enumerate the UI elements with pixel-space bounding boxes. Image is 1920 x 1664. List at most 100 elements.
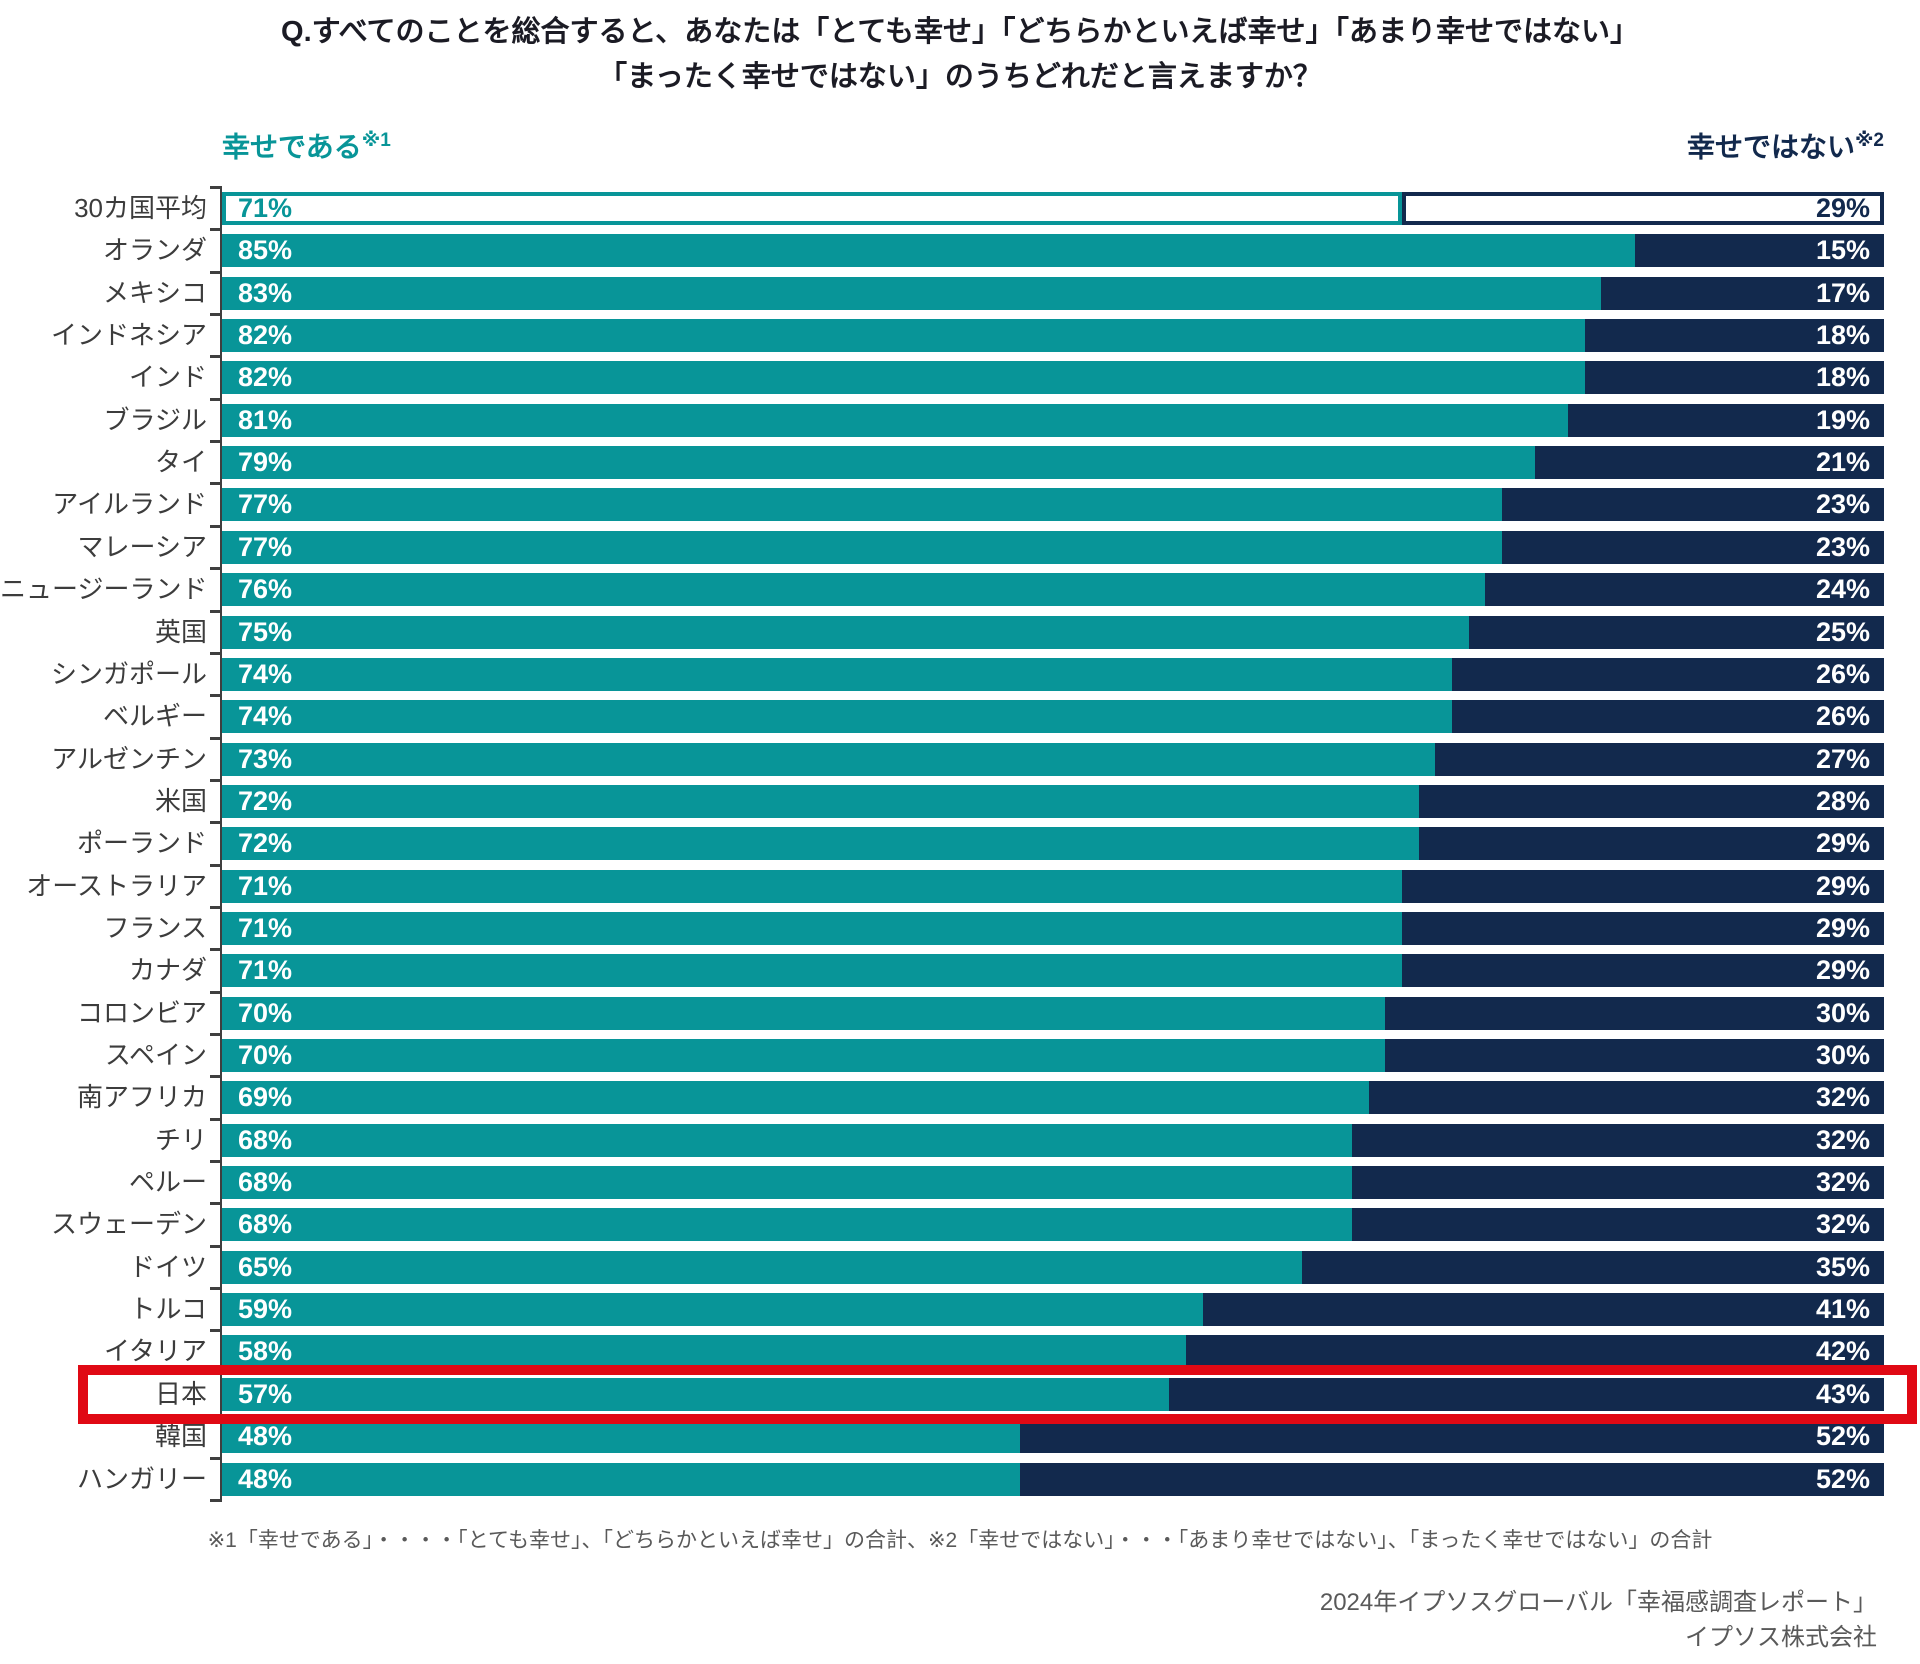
country-label: フランス [103, 913, 207, 943]
country-label: 米国 [154, 786, 207, 816]
unhappy-value-label: 23% [1815, 489, 1870, 519]
happy-value-label: 79% [238, 447, 293, 477]
unhappy-bar-segment: 27% [1435, 743, 1884, 776]
unhappy-bar-segment: 29% [1402, 912, 1884, 945]
country-label: アイルランド [52, 489, 207, 519]
happy-value-label: 65% [238, 1252, 293, 1282]
happy-value-label: 57% [238, 1379, 293, 1409]
happy-bar-segment: 83% [222, 277, 1601, 310]
axis-tick [210, 948, 222, 951]
unhappy-value-label: 30% [1815, 998, 1870, 1028]
happy-bar-segment: 85% [222, 234, 1635, 267]
source-credit: 2024年イプソスグローバル「幸福感調査レポート」 イプソス株式会社 [1320, 1586, 1877, 1656]
happy-bar-segment: 71% [222, 954, 1402, 987]
happy-value-label: 68% [238, 1209, 293, 1239]
happy-bar-segment: 74% [222, 700, 1452, 733]
country-label: ブラジル [103, 405, 207, 435]
country-label: アルゼンチン [51, 744, 207, 774]
unhappy-value-label: 29% [1815, 828, 1870, 858]
unhappy-bar-segment: 23% [1502, 488, 1884, 521]
country-label: 日本 [154, 1379, 207, 1409]
country-label: チリ [154, 1125, 207, 1155]
happy-value-label: 72% [238, 786, 293, 816]
country-label: ベルギー [102, 701, 207, 731]
happy-bar-segment: 82% [222, 361, 1585, 394]
country-label: コロンビア [76, 998, 207, 1028]
axis-tick [210, 991, 222, 994]
unhappy-bar-segment: 35% [1302, 1251, 1884, 1284]
happy-bar-segment: 73% [222, 743, 1435, 776]
unhappy-value-label: 32% [1815, 1082, 1870, 1112]
unhappy-value-label: 30% [1815, 1040, 1870, 1070]
happy-value-label: 82% [238, 362, 293, 392]
unhappy-value-label: 24% [1815, 574, 1870, 604]
legend-happy-label: 幸せである※1 [222, 130, 391, 164]
axis-tick [210, 1287, 222, 1290]
happy-bar-segment: 75% [222, 616, 1469, 649]
axis-tick [210, 1202, 222, 1205]
country-label: スペイン [104, 1040, 207, 1070]
unhappy-bar-segment: 19% [1568, 404, 1884, 437]
country-label: イタリア [104, 1336, 207, 1366]
source-line1: 2024年イプソスグローバル「幸福感調査レポート」 [1319, 1589, 1877, 1616]
country-label: カナダ [128, 955, 207, 985]
unhappy-value-label: 23% [1815, 532, 1870, 562]
happy-bar-segment: 68% [222, 1124, 1352, 1157]
axis-tick [210, 737, 222, 740]
unhappy-value-label: 29% [1815, 193, 1870, 223]
unhappy-value-label: 42% [1815, 1336, 1870, 1366]
happy-bar-segment: 71% [222, 870, 1402, 903]
happy-value-label: 71% [238, 955, 293, 985]
happy-bar-segment: 68% [222, 1166, 1352, 1199]
axis-tick [210, 694, 222, 697]
country-label: トルコ [129, 1294, 207, 1324]
happy-value-label: 73% [238, 744, 293, 774]
country-label: タイ [154, 447, 207, 477]
axis-tick [210, 779, 222, 782]
source-line2: イプソス株式会社 [1685, 1623, 1877, 1651]
happy-value-label: 48% [238, 1421, 293, 1451]
happy-value-label: 85% [238, 235, 293, 265]
axis-tick [210, 1457, 222, 1460]
unhappy-value-label: 25% [1815, 617, 1870, 647]
axis-tick [210, 525, 222, 528]
axis-tick [210, 271, 222, 274]
happy-bar-segment: 77% [222, 488, 1502, 521]
axis-tick [210, 906, 222, 909]
unhappy-bar-segment: 26% [1452, 658, 1884, 691]
unhappy-value-label: 28% [1815, 786, 1870, 816]
happy-bar-segment: 48% [222, 1420, 1020, 1453]
legend-unhappy-label: 幸せではない※2 [1687, 130, 1884, 164]
unhappy-value-label: 27% [1815, 744, 1870, 774]
chart-title-line1: Q.すべてのことを総合すると、あなたは「とても幸せ」「どちらかといえば幸せ」「あ… [281, 16, 1639, 48]
unhappy-value-label: 52% [1815, 1421, 1870, 1451]
happy-value-label: 71% [238, 871, 293, 901]
unhappy-value-label: 52% [1815, 1464, 1870, 1494]
happy-bar-segment: 65% [222, 1251, 1302, 1284]
happy-value-label: 74% [238, 659, 293, 689]
axis-tick [210, 1160, 222, 1163]
country-label: ポーランド [76, 828, 207, 858]
unhappy-bar-segment: 32% [1352, 1166, 1884, 1199]
happy-value-label: 74% [238, 701, 293, 731]
country-label: マレーシア [77, 532, 207, 562]
axis-tick [210, 567, 222, 570]
unhappy-value-label: 18% [1815, 320, 1870, 350]
happy-value-label: 82% [238, 320, 293, 350]
unhappy-bar-segment: 29% [1402, 870, 1884, 903]
unhappy-value-label: 15% [1815, 235, 1870, 265]
axis-tick [210, 398, 222, 401]
country-label: 英国 [154, 617, 207, 647]
unhappy-bar-segment: 52% [1020, 1420, 1884, 1453]
chart-title: Q.すべてのことを総合すると、あなたは「とても幸せ」「どちらかといえば幸せ」「あ… [0, 10, 1920, 100]
axis-tick [210, 440, 222, 443]
country-label: ハンガリー [76, 1464, 207, 1494]
happy-value-label: 70% [238, 998, 293, 1028]
chart-title-line2: 「まったく幸せではない」のうちどれだと言えますか？ [598, 60, 1322, 93]
happy-value-label: 71% [238, 193, 293, 223]
unhappy-value-label: 43% [1815, 1379, 1870, 1409]
unhappy-bar-segment: 32% [1352, 1208, 1884, 1241]
happy-value-label: 69% [238, 1082, 293, 1112]
